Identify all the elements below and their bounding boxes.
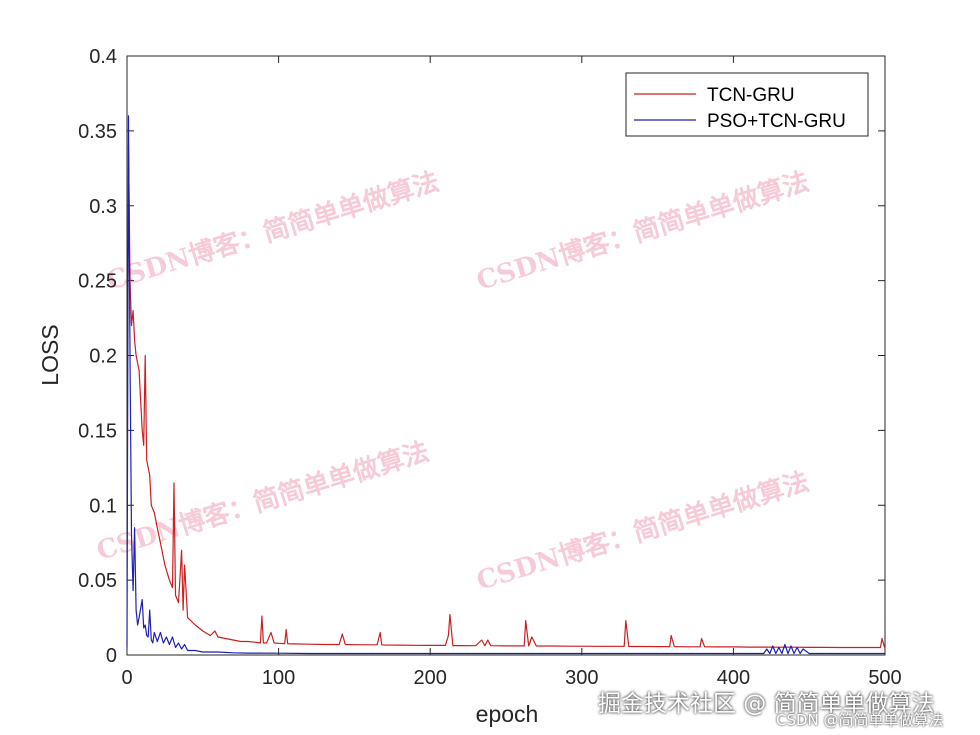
watermark-layer: CSDN博客：简简单单做算法 CSDN博客：简简单单做算法CSDN博客：简简单单做… [93, 166, 813, 597]
y-tick-label: 0.2 [89, 346, 117, 368]
y-tick-label: 0.25 [78, 271, 117, 293]
legend-label-pso-tcn-gru: PSO+TCN-GRU [707, 111, 846, 132]
series-line-pso-tcn-gru [126, 115, 885, 655]
x-tick-label: 200 [414, 667, 447, 689]
y-tick-label: 0.1 [89, 495, 117, 517]
x-tick-label: 0 [121, 667, 132, 689]
juejin-credit: 掘金技术社区 @ 简简单单做算法 [598, 691, 935, 717]
x-axis-label: epoch [476, 701, 539, 727]
y-tick-label: 0.4 [89, 46, 117, 68]
watermark-text: CSDN博客：简简单单做算法 [93, 436, 433, 567]
x-tick-label: 100 [262, 667, 295, 689]
legend-box [625, 72, 869, 137]
x-tick-label: 500 [868, 667, 901, 689]
axis-ticks [126, 55, 886, 656]
csdn-credit: CSDN @简简单单做算法 [776, 711, 944, 729]
y-tick-label: 0.05 [78, 570, 117, 592]
x-tick-label: 300 [565, 667, 598, 689]
legend: TCN-GRU PSO+TCN-GRU [625, 72, 869, 137]
y-tick-label: 0.3 [89, 196, 117, 218]
x-tick-label: 400 [717, 667, 750, 689]
legend-label-tcn-gru: TCN-GRU [707, 85, 795, 106]
tick-labels: 0 100 200 300 400 500 0 0.05 0.1 0.15 0.2 0.25 0.3 0.… [78, 46, 902, 689]
watermark-text: CSDN博客：简简单单做算法 [473, 466, 813, 597]
y-tick-label: 0 [106, 645, 117, 667]
series-line-tcn-gru [127, 145, 886, 650]
y-tick-label: 0.35 [78, 121, 117, 143]
y-axis-label: LOSS [37, 324, 63, 385]
y-tick-label: 0.15 [78, 420, 117, 442]
watermark-text: CSDN博客：简简单单做算法 [103, 166, 443, 297]
series-layer [126, 115, 886, 655]
watermark-text: CSDN博客：简简单单做算法 [473, 166, 813, 297]
